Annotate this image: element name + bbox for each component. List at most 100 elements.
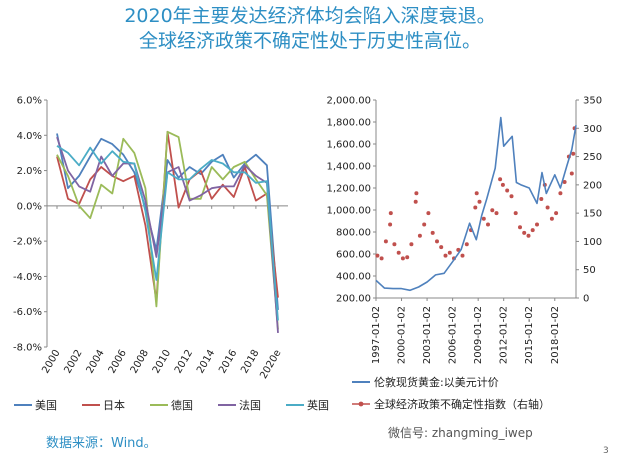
uncertainty-point [460,253,465,258]
uncertainty-point [477,199,482,204]
y2-tick-label: 0 [583,294,589,305]
page-number: 3 [603,446,609,456]
uncertainty-point [417,233,422,238]
y2-tick-label: 100 [583,237,602,248]
gold-price-line [375,116,577,292]
uncertainty-point [422,222,427,227]
y-tick-label: 400.00 [336,272,371,283]
y-tick-label: 1,000.00 [326,206,371,217]
wechat-watermark: 微信号: zhangming_iwep [388,426,533,440]
uncertainty-point [509,194,514,199]
x-tick-label: 2012-01-02 [499,306,510,364]
y-tick-label: -2.0% [13,237,42,248]
slide-title-line-2: 全球经济政策不确定性处于历史性高位。 [138,30,481,52]
x-tick-label: 2009-01-02 [473,306,484,364]
uncertainty-point [464,242,469,247]
y-tick-label: 600.00 [336,250,371,261]
y-tick-label: 2,000.00 [326,96,371,107]
uncertainty-point [435,239,439,244]
uncertainty-point [414,191,419,196]
uncertainty-point [409,242,414,247]
uncertainty-point [383,239,388,244]
legend-label: 德国 [171,398,193,412]
y2-tick-label: 50 [583,265,596,276]
legend-label: 美国 [35,399,57,412]
uncertainty-point [443,253,448,258]
x-tick-label: 2018-01-02 [550,306,561,364]
uncertainty-point [539,197,544,201]
uncertainty-point [379,256,384,261]
x-tick-label: 2006-01-02 [448,306,459,364]
uncertainty-point [430,230,435,235]
uncertainty-point [473,205,478,210]
uncertainty-point [447,250,452,255]
uncertainty-point [396,250,401,255]
uncertainty-point [490,208,495,213]
uncertainty-point [392,242,397,247]
legend-label-uncertainty: 全球经济政策不确定性指数（右轴） [374,397,550,411]
legend-label-gold: 伦敦现货黄金:以美元计价 [374,375,499,389]
uncertainty-point [474,191,479,196]
x-tick-label: 2000-01-02 [397,306,408,364]
y-tick-label: 1,200.00 [326,184,371,195]
y2-tick-label: 300 [583,124,602,135]
y-tick-label: 1,800.00 [326,118,371,129]
uncertainty-point [388,211,393,216]
y-tick-label: 6.0% [17,96,42,107]
slide-title-line-1: 2020年主要发达经济体均会陷入深度衰退。 [124,5,496,27]
x-tick-label: 2003-01-02 [422,306,433,364]
legend-label: 法国 [239,398,261,412]
uncertainty-point [549,216,554,221]
y-tick-label: 0.0% [17,201,42,212]
y2-tick-label: 200 [583,180,602,191]
y-tick-label: -4.0% [13,272,42,283]
uncertainty-point [405,255,410,260]
uncertainty-point [481,216,486,221]
series-line-德国 [56,130,279,330]
y-tick-label: -8.0% [13,343,42,354]
uncertainty-point [413,199,418,204]
y-tick-label: 1,600.00 [326,140,371,151]
legend-marker-uncertainty [358,401,364,407]
uncertainty-point [426,211,431,216]
uncertainty-point [522,230,527,235]
uncertainty-point [562,180,567,184]
uncertainty-point [505,188,510,193]
y-tick-label: 200.00 [336,294,371,305]
series-line-美国 [56,133,279,310]
y2-tick-label: 350 [583,96,602,107]
y2-tick-label: 250 [583,152,602,163]
uncertainty-point [526,233,531,238]
y-tick-label: 1,400.00 [326,162,371,173]
y-tick-label: 800.00 [336,228,371,239]
y-tick-label: 2.0% [17,166,42,177]
uncertainty-point [558,191,563,196]
y-tick-label: -6.0% [13,307,42,318]
uncertainty-point [535,222,539,227]
uncertainty-point [513,211,518,216]
uncertainty-point [530,228,535,233]
legend-label: 英国 [307,398,329,412]
y2-tick-label: 150 [583,209,602,220]
uncertainty-point [400,256,405,261]
uncertainty-point [569,171,574,176]
uncertainty-point [545,205,550,210]
series-line-英国 [56,145,279,321]
uncertainty-point [439,245,444,250]
uncertainty-point [498,177,503,182]
uncertainty-point [500,182,505,187]
uncertainty-point [388,222,393,227]
data-source-note: 数据来源：Wind。 [46,436,157,451]
uncertainty-point [571,151,576,156]
x-tick-label: 1997-01-02 [371,306,382,364]
uncertainty-point [375,253,380,258]
uncertainty-point [494,211,499,216]
legend-label: 日本 [103,398,125,412]
y-tick-label: 4.0% [17,131,42,142]
x-tick-label: 2015-01-02 [524,306,535,364]
uncertainty-point [518,225,522,230]
uncertainty-point [486,222,490,227]
uncertainty-point [554,211,559,216]
